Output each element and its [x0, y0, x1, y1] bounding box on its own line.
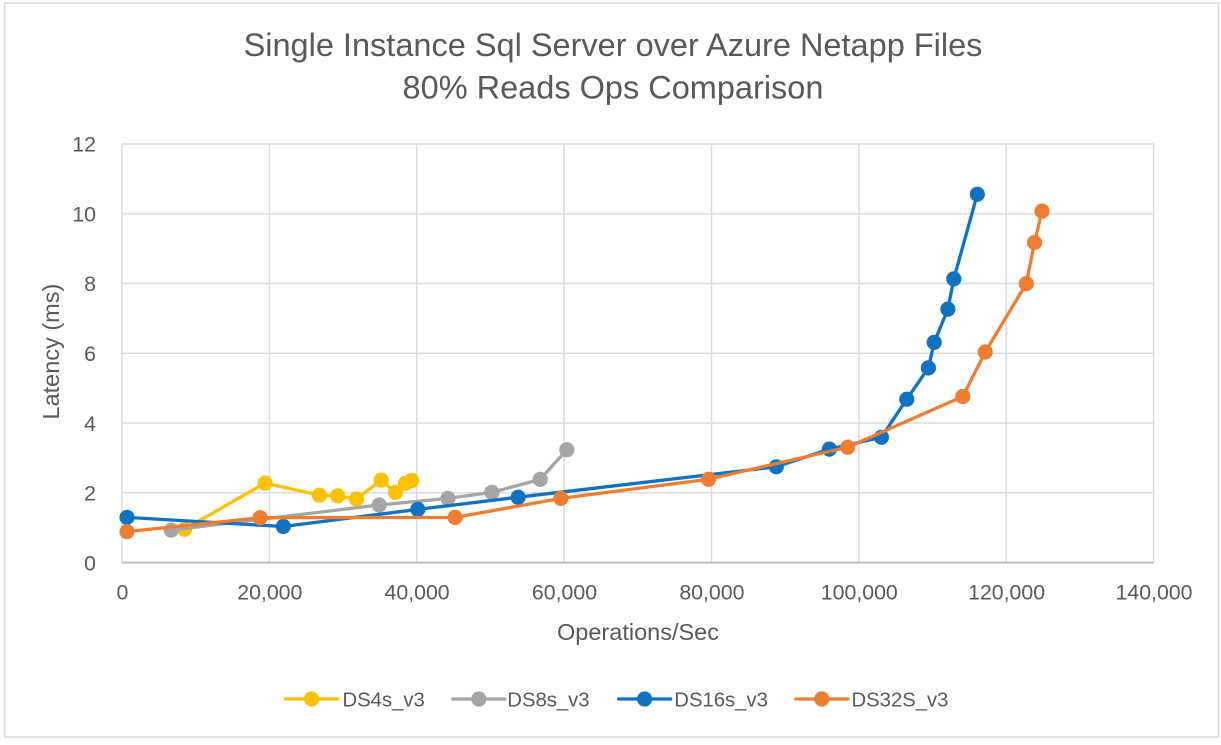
svg-text:80,000: 80,000 [679, 580, 744, 604]
svg-text:Operations/Sec: Operations/Sec [557, 619, 719, 645]
svg-text:20,000: 20,000 [237, 580, 302, 604]
svg-text:DS32S_v3: DS32S_v3 [852, 689, 949, 711]
svg-text:100,000: 100,000 [821, 580, 898, 604]
svg-text:60,000: 60,000 [532, 580, 597, 604]
svg-text:0: 0 [116, 580, 128, 604]
svg-text:DS4s_v3: DS4s_v3 [343, 689, 425, 711]
svg-text:80% Reads Ops Comparison: 80% Reads Ops Comparison [403, 70, 824, 106]
svg-text:0: 0 [84, 551, 96, 575]
svg-text:Single Instance Sql Server ove: Single Instance Sql Server over Azure Ne… [244, 27, 983, 63]
svg-text:120,000: 120,000 [968, 580, 1045, 604]
svg-text:Latency (ms): Latency (ms) [38, 284, 64, 420]
svg-text:140,000: 140,000 [1116, 580, 1193, 604]
svg-text:DS16s_v3: DS16s_v3 [674, 689, 768, 711]
svg-text:10: 10 [72, 203, 96, 227]
svg-text:2: 2 [84, 482, 96, 506]
svg-text:DS8s_v3: DS8s_v3 [507, 689, 589, 711]
svg-text:8: 8 [84, 272, 96, 296]
svg-text:12: 12 [72, 133, 96, 157]
svg-text:6: 6 [84, 342, 96, 366]
svg-text:40,000: 40,000 [385, 580, 450, 604]
svg-text:4: 4 [84, 412, 96, 436]
